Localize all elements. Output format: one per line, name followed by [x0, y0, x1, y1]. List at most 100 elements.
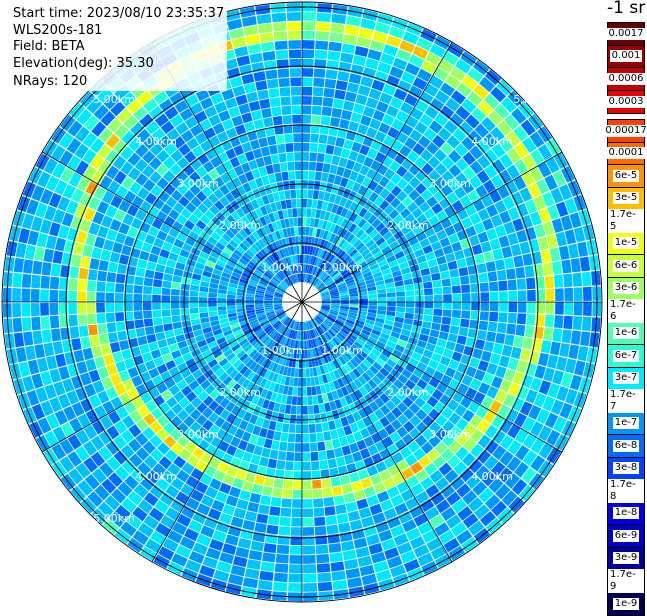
range-gate-cell: [273, 299, 283, 301]
range-gate-cell: [315, 544, 329, 555]
range-gate-cell: [189, 307, 199, 314]
range-gate-cell: [124, 475, 139, 490]
range-gate-cell: [358, 349, 368, 359]
range-gate-cell: [189, 124, 203, 137]
range-gate-cell: [279, 345, 285, 355]
range-gate-cell: [366, 494, 380, 507]
range-gate-cell: [252, 231, 261, 241]
range-gate-cell: [289, 255, 294, 265]
range-gate-cell: [85, 181, 99, 196]
range-gate-cell: [308, 274, 313, 284]
range-gate-cell: [317, 336, 324, 346]
range-gate-cell: [195, 88, 210, 102]
range-gate-cell: [99, 462, 114, 478]
range-gate-cell: [379, 188, 390, 200]
range-gate-cell: [267, 458, 277, 469]
range-gate-cell: [170, 245, 182, 255]
range-gate-cell: [188, 550, 205, 564]
range-gate-cell: [415, 169, 428, 182]
range-gate-cell: [264, 380, 272, 390]
range-gate-cell: [318, 325, 325, 334]
range-gate-cell: [190, 434, 203, 446]
range-gate-cell: [344, 220, 353, 231]
range-gate-cell: [415, 421, 428, 434]
range-gate-cell: [520, 119, 536, 136]
range-gate-cell: [144, 269, 155, 279]
range-gate-cell: [476, 329, 487, 341]
range-gate-cell: [477, 419, 491, 434]
range-gate-cell: [170, 499, 185, 513]
colorbar-label: 6e-5: [612, 169, 640, 182]
range-gate-cell: [416, 213, 428, 225]
range-gate-cell: [176, 232, 188, 243]
range-gate-cell: [224, 263, 235, 272]
range-gate-cell: [431, 322, 441, 331]
range-gate-cell: [106, 229, 118, 242]
range-gate-cell: [329, 371, 337, 381]
range-gate-cell: [302, 161, 309, 171]
range-gate-cell: [278, 335, 285, 345]
range-gate-cell: [34, 344, 46, 359]
range-gate-cell: [486, 331, 497, 343]
range-gate-cell: [126, 204, 139, 217]
range-gate-cell: [378, 259, 388, 267]
range-gate-cell: [375, 569, 392, 582]
range-gate-cell: [201, 246, 212, 255]
range-gate-cell: [110, 396, 124, 410]
range-gate-cell: [294, 226, 299, 236]
range-gate-cell: [257, 314, 266, 319]
range-gate-cell: [319, 287, 328, 293]
range-gate-cell: [323, 276, 332, 284]
range-gate-cell: [440, 324, 451, 333]
range-gate-cell: [373, 250, 384, 260]
range-gate-cell: [381, 538, 396, 551]
range-gate-cell: [22, 213, 35, 230]
range-gate-cell: [365, 319, 375, 325]
range-gate-cell: [294, 368, 299, 378]
colorbar-label: 6e-9: [612, 529, 640, 542]
range-gate-cell: [208, 424, 220, 436]
range-gate-cell: [374, 408, 385, 420]
range-gate-cell: [392, 326, 402, 334]
range-gate-cell: [272, 21, 287, 32]
range-gate-cell: [346, 82, 360, 94]
range-gate-cell: [503, 393, 516, 408]
range-gate-cell: [404, 312, 414, 320]
range-gate-cell: [255, 218, 263, 229]
range-gate-cell: [343, 492, 356, 504]
range-gate-cell: [272, 276, 281, 284]
range-gate-cell: [242, 411, 253, 422]
range-gate-cell: [340, 148, 351, 159]
range-gate-cell: [205, 547, 221, 560]
range-gate-cell: [400, 101, 414, 115]
range-gate-cell: [355, 352, 365, 362]
range-gate-cell: [373, 482, 386, 494]
range-gate-cell: [273, 304, 283, 307]
range-gate-cell: [238, 173, 248, 185]
range-gate-cell: [440, 448, 455, 462]
range-ring-label: 5.00km: [93, 512, 135, 525]
range-gate-cell: [316, 366, 322, 376]
range-gate-cell: [233, 249, 243, 258]
range-gate-cell: [308, 423, 316, 433]
range-gate-cell: [204, 384, 216, 395]
range-gate-cell: [331, 303, 340, 306]
range-grid: [1, 1, 603, 603]
range-gate-cell: [423, 314, 433, 322]
range-gate-cell: [222, 361, 232, 372]
colorbar-label: 1e-5: [612, 237, 640, 250]
range-gate-cell: [393, 275, 403, 282]
range-gate-cell: [402, 519, 417, 533]
range-gate-cell: [343, 363, 352, 373]
range-gate-cell: [512, 218, 525, 232]
range-gate-cell: [197, 203, 209, 214]
range-gate-cell: [200, 379, 211, 390]
range-gate-cell: [229, 225, 239, 236]
range-gate-cell: [130, 121, 145, 137]
range-gate-cell: [339, 397, 348, 407]
range-gate-cell: [484, 148, 499, 164]
range-gate-cell: [407, 390, 419, 402]
range-gate-cell: [424, 308, 434, 316]
range-gate-cell: [538, 442, 554, 459]
range-gate-cell: [396, 165, 408, 178]
